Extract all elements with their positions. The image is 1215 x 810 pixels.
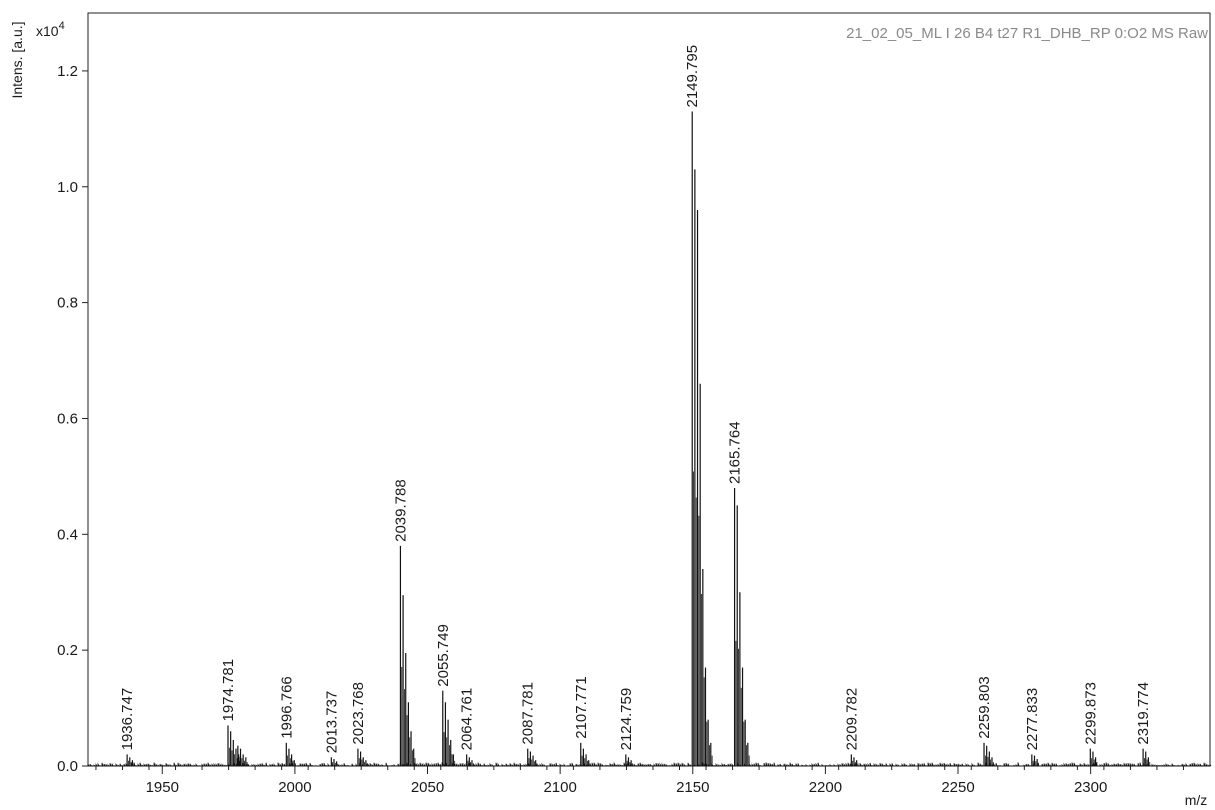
y-tick-label: 0.4 [57,526,78,543]
spectrum-header: 21_02_05_ML I 26 B4 t27 R1_DHB_RP 0:O2 M… [846,25,1208,42]
peak-label: 2259.803 [976,676,993,739]
peak-label: 2107.771 [573,676,590,739]
x-tick-label: 2050 [411,779,444,796]
peak-label: 2319.774 [1135,682,1152,745]
y-tick-label: 0.6 [57,410,78,427]
noise-baseline [87,762,1212,767]
y-tick-label: 0.8 [57,295,78,312]
x-tick-label: 1950 [146,779,179,796]
y-tick-label: 1.0 [57,179,78,196]
peak-labels: 1936.747 1974.781 1996.766 2013.737 2023.768… [119,45,1152,753]
peak-label: 1974.781 [220,659,237,722]
x-tick-label: 2250 [941,779,974,796]
peak-label: 1996.766 [278,676,295,739]
y-axis-title: Intens. [a.u.] [9,21,25,98]
x-axis-title: m/z [1185,792,1208,808]
x-tick-label: 2150 [676,779,709,796]
peak-label: 2055.749 [435,624,452,687]
peak-label: 2039.788 [392,479,409,542]
peak-label: 2209.782 [843,688,860,751]
x-tick-label: 2300 [1074,779,1107,796]
peak-label: 2013.737 [323,691,340,754]
peak-label: 2165.764 [727,421,744,484]
x-tick-label: 2100 [543,779,576,796]
peak-label: 2064.761 [459,688,476,751]
peak-label: 2023.768 [350,682,367,745]
spectrum-trace [87,111,1212,767]
y-scale-exponent: 4 [59,20,65,32]
peak-label: 2124.759 [618,688,635,751]
peak-label: 2299.873 [1082,682,1099,745]
peak-label: 2149.795 [684,45,701,108]
y-tick-label: 0.2 [57,642,78,659]
x-tick-label: 2000 [278,779,311,796]
y-tick-label: 0.0 [57,758,78,775]
y-tick-label: 1.2 [57,63,78,80]
peak-label: 2087.781 [520,682,537,745]
x-tick-label: 2200 [809,779,842,796]
y-axis-scale-factor: x104 [36,20,65,39]
plot-frame [87,12,1211,767]
peak-label: 2277.833 [1024,688,1041,751]
peak-label: 1936.747 [119,688,136,751]
y-scale-base: x10 [36,23,59,39]
